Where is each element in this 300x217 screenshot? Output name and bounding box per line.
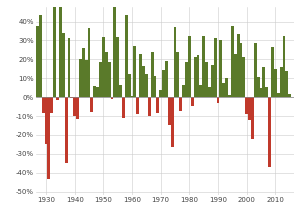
Bar xyxy=(176,52,179,97)
Bar xyxy=(165,61,168,97)
Bar xyxy=(134,46,136,97)
Bar xyxy=(285,71,288,97)
Bar xyxy=(151,52,154,97)
Bar xyxy=(85,60,88,97)
Bar xyxy=(211,65,214,97)
Bar xyxy=(182,85,185,97)
Bar xyxy=(108,62,110,97)
Bar xyxy=(242,58,245,97)
Bar xyxy=(268,97,271,167)
Bar xyxy=(154,76,156,97)
Bar xyxy=(179,97,182,111)
Bar xyxy=(260,88,262,97)
Bar xyxy=(205,62,208,97)
Bar xyxy=(93,86,96,97)
Bar xyxy=(225,78,228,97)
Bar xyxy=(248,97,251,120)
Bar xyxy=(196,55,200,97)
Bar xyxy=(185,62,188,97)
Bar xyxy=(222,83,225,97)
Bar xyxy=(220,39,222,97)
Bar xyxy=(200,85,202,97)
Bar xyxy=(254,43,257,97)
Bar xyxy=(159,90,162,97)
Bar xyxy=(168,97,171,125)
Bar xyxy=(231,26,234,97)
Bar xyxy=(82,48,85,97)
Bar xyxy=(214,38,217,97)
Bar xyxy=(110,97,113,99)
Bar xyxy=(194,57,196,97)
Bar xyxy=(208,87,211,97)
Bar xyxy=(59,7,62,97)
Bar xyxy=(174,27,176,97)
Bar xyxy=(79,59,82,97)
Bar xyxy=(239,43,242,97)
Bar xyxy=(202,36,205,97)
Bar xyxy=(277,93,280,97)
Bar xyxy=(274,69,277,97)
Bar xyxy=(234,54,237,97)
Bar xyxy=(96,87,99,97)
Bar xyxy=(245,97,248,114)
Bar xyxy=(148,97,151,116)
Bar xyxy=(162,70,165,97)
Bar xyxy=(36,26,39,97)
Bar xyxy=(76,97,79,119)
Bar xyxy=(288,94,291,97)
Bar xyxy=(145,74,148,97)
Bar xyxy=(119,85,122,97)
Bar xyxy=(251,97,254,139)
Bar xyxy=(47,97,50,179)
Bar xyxy=(265,87,268,97)
Bar xyxy=(125,15,128,97)
Bar xyxy=(136,97,139,113)
Bar xyxy=(188,36,191,97)
Bar xyxy=(122,97,125,118)
Bar xyxy=(62,33,65,97)
Bar xyxy=(50,97,53,113)
Bar xyxy=(56,97,59,100)
Bar xyxy=(191,97,194,106)
Bar xyxy=(128,74,130,97)
Bar xyxy=(116,38,119,97)
Bar xyxy=(39,15,42,97)
Bar xyxy=(88,28,91,97)
Bar xyxy=(70,97,73,98)
Bar xyxy=(130,96,134,97)
Bar xyxy=(280,67,283,97)
Bar xyxy=(262,67,265,97)
Bar xyxy=(105,52,108,97)
Bar xyxy=(237,34,239,97)
Bar xyxy=(102,37,105,97)
Bar xyxy=(217,97,220,103)
Bar xyxy=(65,97,68,163)
Bar xyxy=(73,97,76,116)
Bar xyxy=(156,97,159,113)
Bar xyxy=(113,0,116,97)
Bar xyxy=(68,38,70,97)
Bar xyxy=(99,62,102,97)
Bar xyxy=(271,47,274,97)
Bar xyxy=(257,77,260,97)
Bar xyxy=(53,0,56,97)
Bar xyxy=(45,97,47,144)
Bar xyxy=(142,66,145,97)
Bar xyxy=(228,95,231,97)
Bar xyxy=(283,36,285,97)
Bar xyxy=(139,54,142,97)
Bar xyxy=(42,97,45,113)
Bar xyxy=(91,97,93,112)
Bar xyxy=(171,97,174,147)
